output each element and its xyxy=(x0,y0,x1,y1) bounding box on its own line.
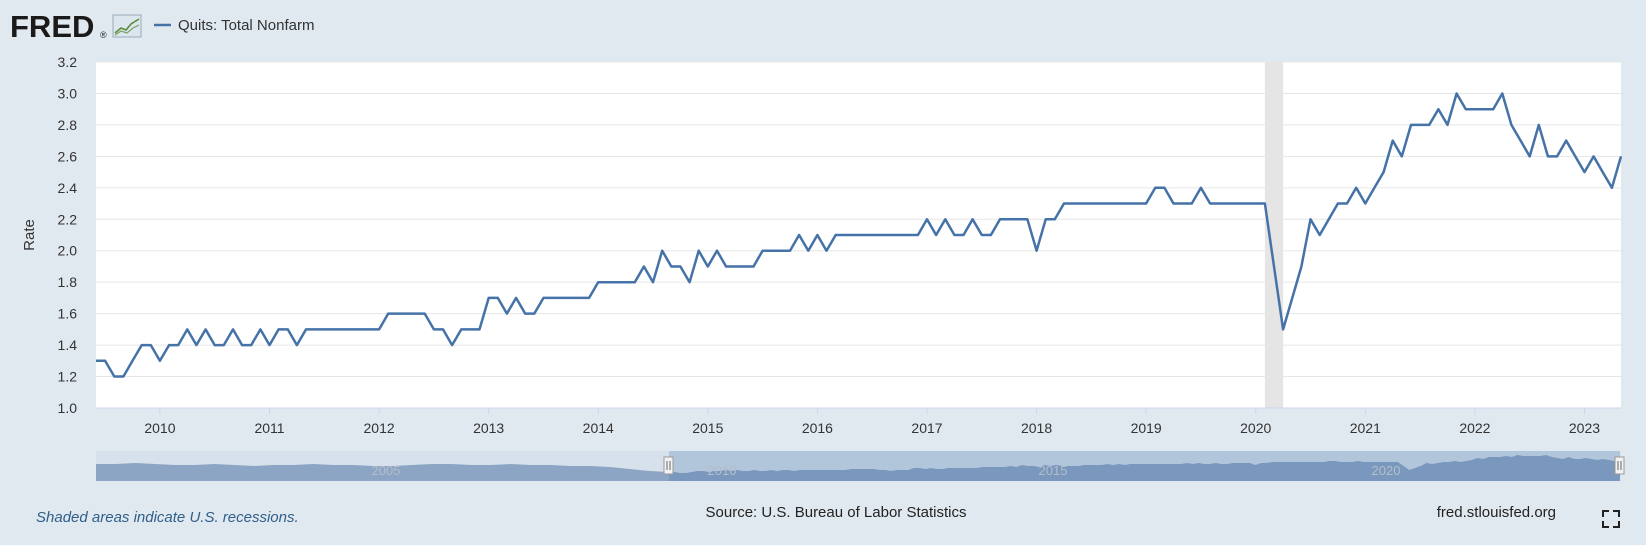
x-tick-label: 2018 xyxy=(1021,420,1052,436)
y-tick-label: 3.0 xyxy=(58,85,78,101)
x-tick-label: 2022 xyxy=(1459,420,1490,436)
y-tick-label: 1.4 xyxy=(58,337,78,353)
y-tick-label: 1.0 xyxy=(58,400,78,416)
logo-text: FRED xyxy=(10,9,94,44)
navigator-labels-group: 2005 2010 2015 2020 xyxy=(372,463,1401,478)
x-tick-label: 2015 xyxy=(692,420,723,436)
navigator-label: 2010 xyxy=(708,463,737,478)
y-tick-label: 2.8 xyxy=(58,117,78,133)
x-tick-label: 2013 xyxy=(473,420,504,436)
x-tick-label: 2017 xyxy=(911,420,942,436)
y-axis-title: Rate xyxy=(21,219,38,251)
navigator-label: 2015 xyxy=(1039,463,1068,478)
y-tick-labels-group: 1.0 1.2 1.4 1.6 1.8 2.0 2.2 2.4 2.6 2.8 3.0 3.2 xyxy=(58,54,78,416)
y-tick-label: 1.6 xyxy=(58,306,78,322)
x-tick-labels-group: 2010 2011 2012 2013 2014 2015 2016 2017 2018 2019… xyxy=(144,408,1600,436)
y-tick-label: 2.0 xyxy=(58,243,78,259)
x-tick-label: 2020 xyxy=(1240,420,1271,436)
legend[interactable]: Quits: Total Nonfarm xyxy=(154,17,314,34)
navigator-selected-range[interactable] xyxy=(669,451,1620,481)
y-tick-label: 2.6 xyxy=(58,148,78,164)
legend-series-label: Quits: Total Nonfarm xyxy=(178,17,314,34)
recession-shading-group xyxy=(1264,62,1284,408)
recession-note: Shaded areas indicate U.S. recessions. xyxy=(36,509,299,526)
x-tick-label: 2016 xyxy=(802,420,833,436)
y-tick-label: 2.4 xyxy=(58,180,78,196)
navigator-series-area xyxy=(96,455,1620,481)
recession-band xyxy=(1264,62,1284,408)
x-tick-label: 2021 xyxy=(1350,420,1381,436)
navigator[interactable]: 2005 2010 2015 2020 xyxy=(96,451,1625,481)
gridlines-group xyxy=(96,61,1621,409)
navigator-label: 2020 xyxy=(1372,463,1401,478)
series-line-quits-total-nonfarm[interactable] xyxy=(96,92,1623,378)
logo-registered-mark: ® xyxy=(100,30,107,40)
fullscreen-icon[interactable] xyxy=(1602,510,1620,528)
x-tick-label: 2023 xyxy=(1569,420,1600,436)
x-tick-label: 2014 xyxy=(583,420,614,436)
x-tick-label: 2010 xyxy=(144,420,175,436)
navigator-handle-right[interactable] xyxy=(1614,456,1625,475)
y-tick-label: 3.2 xyxy=(58,54,78,70)
source-text: Source: U.S. Bureau of Labor Statistics xyxy=(706,504,967,521)
y-tick-label: 2.2 xyxy=(58,211,78,227)
y-tick-label: 1.2 xyxy=(58,369,78,385)
x-tick-label: 2011 xyxy=(254,420,284,436)
x-tick-label: 2012 xyxy=(364,420,395,436)
navigator-label: 2005 xyxy=(372,463,401,478)
x-tick-label: 2019 xyxy=(1131,420,1162,436)
site-link[interactable]: fred.stlouisfed.org xyxy=(1437,504,1556,521)
navigator-handle-left[interactable] xyxy=(663,456,674,475)
y-tick-label: 1.8 xyxy=(58,274,78,290)
chart-line-icon xyxy=(112,14,142,38)
fred-logo[interactable]: FRED ® xyxy=(10,9,142,44)
